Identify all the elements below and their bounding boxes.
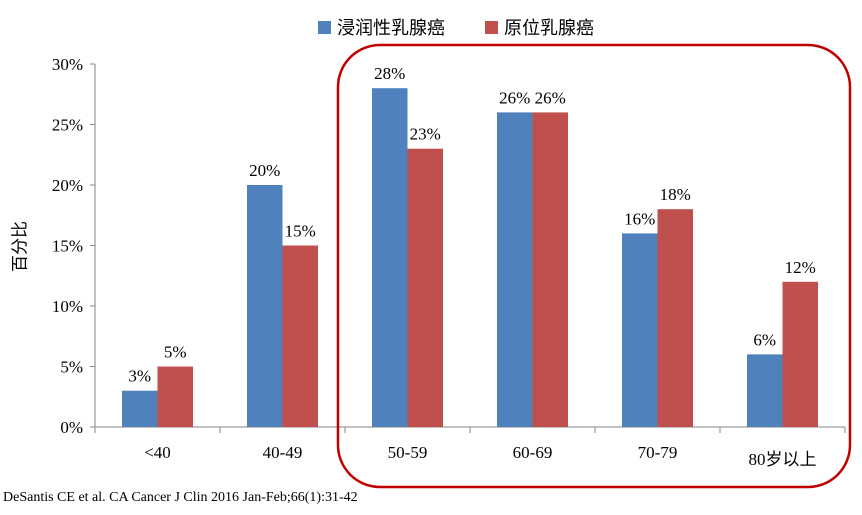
- data-label: 26%: [499, 88, 530, 107]
- y-tick-label: 30%: [52, 55, 83, 74]
- data-label: 16%: [624, 209, 655, 228]
- bar-invasive: [122, 390, 158, 427]
- x-tick-label: 60-69: [513, 443, 553, 462]
- bar-in-situ: [782, 281, 818, 427]
- data-label: 28%: [374, 64, 405, 83]
- y-tick-label: 20%: [52, 176, 83, 195]
- bar-in-situ: [532, 112, 568, 428]
- x-tick-label: 70-79: [638, 443, 678, 462]
- legend-label-in-situ: 原位乳腺癌: [504, 18, 594, 39]
- legend: 浸润性乳腺癌 原位乳腺癌: [318, 14, 594, 40]
- source-citation: DeSantis CE et al. CA Cancer J Clin 2016…: [3, 490, 358, 505]
- data-label: 20%: [249, 161, 280, 180]
- data-label: 3%: [128, 367, 151, 386]
- bar-invasive: [497, 112, 533, 428]
- x-tick-label: 50-59: [388, 443, 428, 462]
- bar-in-situ: [157, 366, 193, 427]
- bar-in-situ: [407, 148, 443, 427]
- y-tick-label: 10%: [52, 297, 83, 316]
- bar-invasive: [747, 354, 783, 427]
- bar-invasive: [247, 185, 283, 427]
- data-label: 15%: [285, 222, 316, 241]
- x-tick-label: 40-49: [263, 443, 303, 462]
- bar-in-situ: [657, 209, 693, 427]
- legend-label-invasive: 浸润性乳腺癌: [337, 18, 445, 39]
- bar-invasive: [372, 88, 408, 427]
- bar-invasive: [622, 233, 658, 427]
- data-label: 23%: [410, 125, 441, 144]
- x-tick-label: <40: [144, 443, 171, 462]
- data-label: 18%: [660, 185, 691, 204]
- y-tick-label: 5%: [60, 358, 83, 377]
- legend-swatch-in-situ: [485, 20, 498, 34]
- legend-item-invasive: 浸润性乳腺癌: [318, 14, 445, 40]
- highlight-box: [336, 43, 852, 489]
- legend-item-in-situ: 原位乳腺癌: [485, 14, 594, 40]
- y-tick-label: 25%: [52, 116, 83, 135]
- data-label: 5%: [164, 343, 187, 362]
- data-label: 26%: [535, 88, 566, 107]
- data-label: 6%: [753, 330, 776, 349]
- y-tick-label: 0%: [60, 418, 83, 437]
- legend-swatch-invasive: [318, 20, 331, 34]
- x-tick-label: 80岁以上: [749, 450, 817, 469]
- data-label: 12%: [785, 258, 816, 277]
- bar-in-situ: [282, 245, 318, 427]
- y-tick-label: 15%: [52, 237, 83, 256]
